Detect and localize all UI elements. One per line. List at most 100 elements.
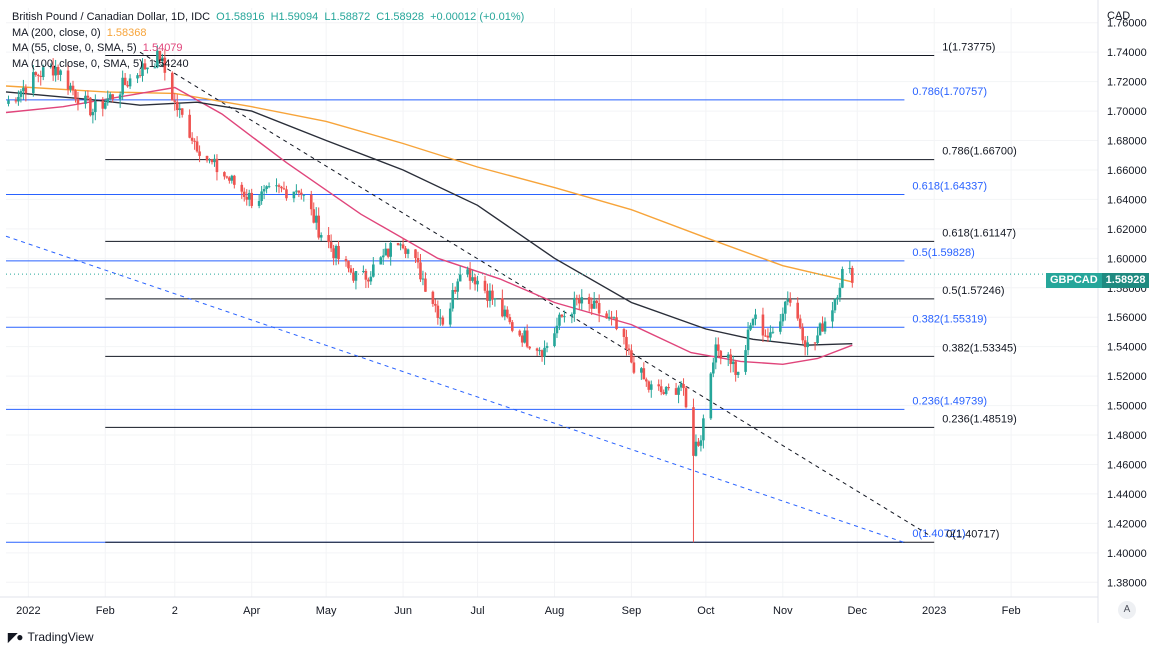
candle-body xyxy=(694,441,698,456)
candle-body xyxy=(205,155,209,161)
candle-body xyxy=(781,313,785,322)
y-tick-label: 1.62000 xyxy=(1107,224,1147,236)
candle-body xyxy=(349,268,353,273)
candle-body xyxy=(121,77,124,95)
candle-body xyxy=(156,50,159,68)
candle-body xyxy=(262,189,266,192)
candle-body xyxy=(697,441,700,446)
candle-body xyxy=(503,309,507,317)
candle-body xyxy=(94,101,97,113)
candle-body xyxy=(300,192,303,195)
candle-body xyxy=(803,340,807,348)
candle-body xyxy=(225,176,229,178)
candle-body xyxy=(208,159,211,161)
y-tick-label: 1.54000 xyxy=(1107,342,1147,354)
candle-body xyxy=(575,297,579,300)
candle-body xyxy=(22,87,25,92)
x-tick-label: Aug xyxy=(545,605,565,617)
candle-body xyxy=(642,368,646,380)
x-tick-label: Oct xyxy=(697,605,714,617)
candle-body xyxy=(401,244,405,249)
candle-body xyxy=(275,185,278,187)
tradingview-logo[interactable]: ◤● TradingView xyxy=(8,630,94,644)
candle-body xyxy=(441,317,445,325)
autoscale-button[interactable]: A xyxy=(1118,601,1136,619)
ma100-label: MA (100, close, 0, SMA, 5) xyxy=(12,57,143,70)
legend-row-ma55[interactable]: MA (55, close, 0, SMA, 5) 1.54079 xyxy=(12,41,527,57)
candle-body xyxy=(309,194,313,210)
candle-body xyxy=(178,108,182,111)
candle-body xyxy=(24,87,28,94)
fib-level-label: 0.236(1.48519) xyxy=(942,413,1017,425)
candle-body xyxy=(439,317,442,319)
candle-body xyxy=(123,77,127,85)
y-tick-label: 1.72000 xyxy=(1107,77,1147,89)
x-tick-label: Nov xyxy=(773,605,793,617)
candle-body xyxy=(712,362,715,374)
candle-body xyxy=(54,66,57,76)
candle-body xyxy=(223,172,226,177)
candle-body xyxy=(295,190,298,192)
candle-body xyxy=(823,321,827,332)
candle-body xyxy=(71,85,75,91)
candle-body xyxy=(337,245,340,260)
legend-open: O1.58916 xyxy=(216,11,265,23)
candle-body xyxy=(592,300,596,309)
candle-body xyxy=(384,248,388,256)
candle-body xyxy=(456,281,459,292)
candle-body xyxy=(476,280,479,285)
candle-body xyxy=(247,192,251,200)
candle-body xyxy=(831,310,834,322)
y-tick-label: 1.46000 xyxy=(1107,459,1147,471)
candle-body xyxy=(193,140,196,142)
legend-row-ma100[interactable]: MA (100, close, 0, SMA, 5) 1.54240 xyxy=(12,57,527,73)
candle-body xyxy=(806,342,809,348)
candle-body xyxy=(354,271,358,281)
candle-body xyxy=(523,330,526,343)
candle-body xyxy=(381,255,385,258)
candle-body xyxy=(103,102,107,109)
candle-body xyxy=(146,67,149,70)
candle-body xyxy=(716,344,720,351)
candle-body xyxy=(126,84,129,87)
candle-body xyxy=(329,242,333,249)
candle-body xyxy=(362,270,365,272)
candle-body xyxy=(709,373,713,419)
candle-body xyxy=(607,316,611,319)
trendlines xyxy=(5,51,930,543)
candle-body xyxy=(198,151,201,156)
candle-body xyxy=(779,321,782,332)
candle-body xyxy=(327,235,330,243)
candle-body xyxy=(731,361,735,365)
fib-level-label: 0.618(1.64337) xyxy=(912,180,987,192)
candle-body xyxy=(352,272,355,281)
candle-body xyxy=(622,329,626,337)
candle-body xyxy=(769,332,772,338)
candle-body xyxy=(242,191,246,197)
fibonacci-levels: 1(1.73775) 0.786(1.70757) 0.786(1.66700) 0.… xyxy=(6,41,1017,543)
fib-level-label: 0.382(1.55319) xyxy=(912,313,987,325)
legend-row-ma200[interactable]: MA (200, close, 0) 1.58368 xyxy=(12,26,527,42)
candle-body xyxy=(535,348,539,351)
candle-body xyxy=(545,346,549,348)
candle-body xyxy=(267,186,271,188)
y-tick-label: 1.70000 xyxy=(1107,106,1147,118)
candle-body xyxy=(746,329,750,351)
x-tick-label: Sep xyxy=(622,605,642,617)
candle-body xyxy=(714,344,718,363)
candle-body xyxy=(657,384,661,387)
legend-row-symbol: British Pound / Canadian Dollar, 1D, IDC… xyxy=(12,10,527,26)
candle-body xyxy=(466,269,469,275)
candle-body xyxy=(74,90,77,100)
legend-high: H1.59094 xyxy=(270,11,319,23)
candle-body xyxy=(158,50,162,62)
candle-body xyxy=(19,91,23,97)
candle-body xyxy=(250,192,253,206)
candle-body xyxy=(280,186,283,189)
candle-body xyxy=(66,70,70,90)
candle-body xyxy=(674,388,678,395)
candle-body xyxy=(734,361,737,375)
y-tick-label: 1.42000 xyxy=(1107,518,1147,530)
x-tick-label: 2023 xyxy=(922,605,946,617)
